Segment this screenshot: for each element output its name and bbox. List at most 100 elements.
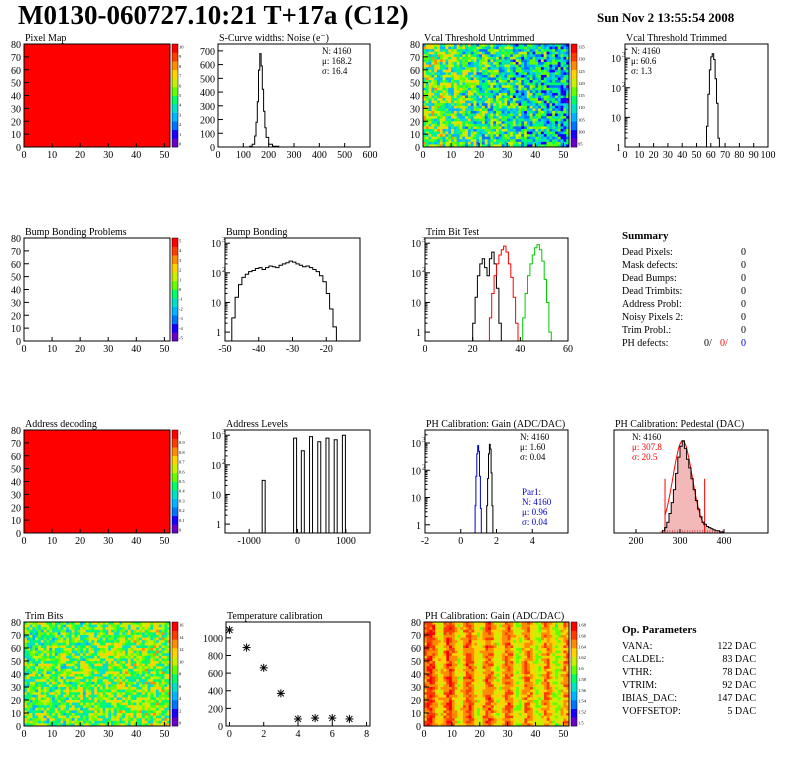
heatmap-cell (538, 46, 542, 50)
heatmap-cell (496, 51, 500, 55)
heatmap-cell (52, 676, 56, 680)
heatmap-cell (35, 637, 39, 641)
heatmap-cell (465, 131, 469, 135)
heatmap-cell (116, 679, 120, 683)
heatmap-cell (484, 136, 488, 140)
y-tick-label: 30 (11, 490, 21, 501)
heatmap-cell (63, 635, 67, 638)
heatmap-cell (515, 141, 519, 145)
heatmap-cell (490, 59, 494, 63)
heatmap-cell (97, 671, 101, 675)
heatmap-cell (113, 622, 118, 625)
heatmap-cell (105, 661, 109, 664)
heatmap-cell (161, 689, 165, 693)
heatmap-cell (552, 139, 556, 143)
heatmap-cell (91, 689, 95, 693)
heatmap-cell (102, 635, 106, 638)
heatmap-cell (99, 674, 104, 677)
heatmap-cell (473, 128, 477, 132)
heatmap-cell (426, 715, 430, 719)
heatmap-cell (24, 681, 28, 685)
heatmap-cell (552, 136, 556, 140)
heatmap-cell (518, 98, 522, 102)
heatmap-cell (153, 653, 157, 657)
heatmap-cell (24, 648, 28, 651)
heatmap-cell (546, 113, 550, 117)
heatmap-cell (161, 668, 165, 672)
heatmap-cell (442, 92, 446, 96)
heatmap-cell (546, 108, 550, 112)
heatmap-cell (554, 121, 559, 125)
heatmap-cell (85, 640, 89, 644)
heatmap-cell (88, 697, 92, 701)
heatmap-cell (487, 100, 491, 104)
heatmap-cell (431, 103, 435, 107)
heatmap-cell (515, 44, 519, 47)
heatmap-cell (563, 82, 567, 86)
heatmap-cell (432, 624, 436, 628)
heatmap-cell (423, 62, 427, 66)
heatmap-cell (476, 136, 480, 140)
heatmap-cell (94, 642, 98, 646)
heatmap-cell (80, 718, 84, 722)
heatmap-cell (470, 136, 474, 140)
heatmap-cell (467, 123, 472, 127)
heatmap-cell (57, 697, 61, 701)
heatmap-cell (119, 684, 123, 688)
heatmap-cell (526, 69, 531, 73)
heatmap-cell (63, 642, 67, 646)
heatmap-cell (29, 645, 33, 649)
heatmap-cell (63, 700, 67, 703)
heatmap-cell (563, 116, 567, 120)
heatmap-cell (535, 105, 539, 109)
heatmap-cell (546, 141, 550, 145)
heatmap-cell (60, 702, 64, 706)
heatmap-cell (518, 113, 522, 117)
heatmap-cell (80, 661, 84, 664)
heatmap-cell (85, 648, 89, 651)
heatmap-cell (543, 110, 547, 114)
heatmap-cell (94, 663, 98, 667)
heatmap-cell (158, 713, 162, 716)
heatmap-cell (91, 637, 95, 641)
heatmap-cell (524, 72, 528, 76)
heatmap-cell (127, 645, 132, 649)
heatmap-cell (431, 59, 435, 63)
heatmap-cell (540, 103, 545, 107)
heatmap-cell (526, 118, 531, 122)
heatmap-cell (71, 700, 75, 703)
heatmap-cell (141, 645, 146, 649)
heatmap-cell (54, 629, 59, 633)
heatmap-cell (540, 82, 545, 86)
heatmap-cell (49, 635, 53, 638)
heatmap-cell (153, 687, 157, 690)
heatmap-cell (504, 44, 508, 47)
heatmap-cell (448, 100, 452, 104)
heatmap-cell (26, 676, 31, 680)
heatmap-cell (532, 116, 536, 120)
heatmap-cell (453, 77, 458, 81)
heatmap-cell (524, 98, 528, 102)
heatmap-cell (462, 103, 466, 107)
heatmap-cell (540, 54, 545, 58)
heatmap-cell (526, 98, 531, 102)
heatmap-cell (164, 702, 168, 706)
heatmap-cell (439, 134, 444, 138)
heatmap-cell (549, 51, 553, 55)
color-scale-label: 0 (179, 287, 182, 292)
heatmap-cell (77, 663, 81, 667)
heatmap-cell (504, 92, 508, 96)
heatmap-cell (524, 100, 528, 104)
heatmap-cell (111, 713, 115, 716)
heatmap-cell (529, 72, 533, 76)
heatmap-cell (94, 650, 98, 654)
heatmap-cell (141, 689, 146, 693)
heatmap-cell (484, 95, 488, 99)
heatmap-cell (63, 718, 67, 722)
heatmap-cell (125, 666, 129, 670)
heatmap-cell (40, 666, 45, 670)
heatmap-cell (465, 49, 469, 53)
heatmap-cell (113, 700, 118, 703)
heatmap-cell (470, 131, 474, 135)
